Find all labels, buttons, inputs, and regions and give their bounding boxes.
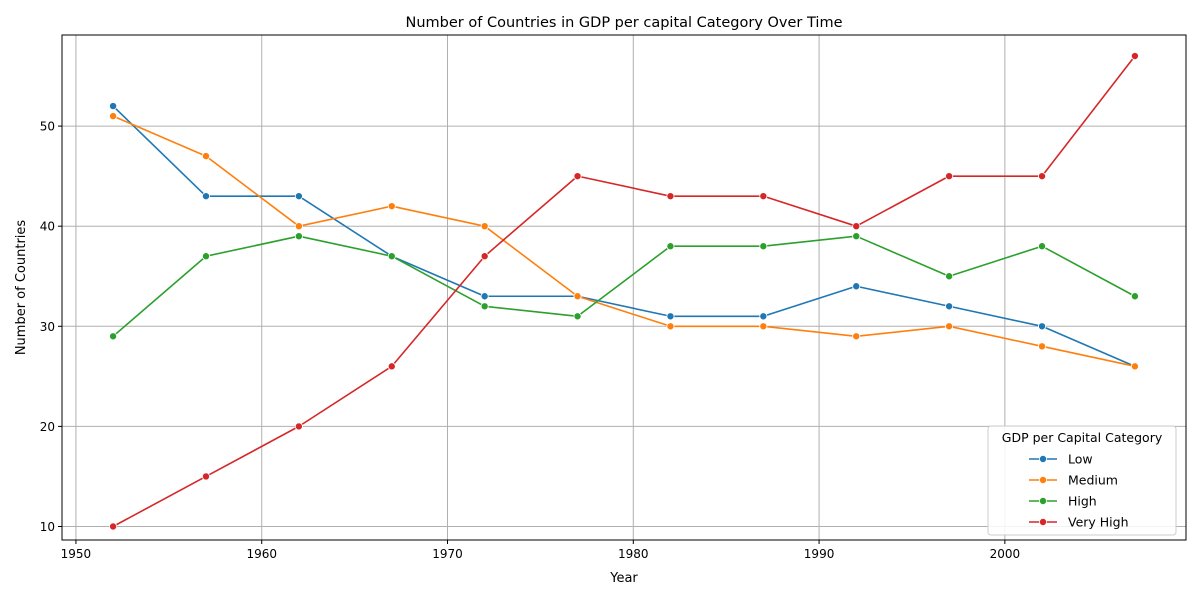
- data-point-very-high: [294, 422, 303, 431]
- data-point-high: [666, 242, 675, 251]
- x-tick-label: 2000: [990, 547, 1021, 561]
- legend-marker: [1039, 518, 1048, 527]
- series-medium: [109, 112, 1139, 371]
- data-point-medium: [573, 292, 582, 301]
- legend-marker: [1039, 496, 1048, 505]
- data-point-medium: [852, 332, 861, 341]
- data-point-low: [109, 102, 118, 111]
- data-point-very-high: [1130, 52, 1139, 61]
- y-tick-label: 10: [40, 520, 55, 534]
- data-point-low: [759, 312, 768, 321]
- data-point-very-high: [852, 222, 861, 231]
- legend-label: High: [1068, 494, 1097, 509]
- data-point-low: [201, 192, 210, 201]
- data-point-low: [666, 312, 675, 321]
- legend-title: GDP per Capital Category: [1002, 430, 1163, 445]
- data-point-medium: [109, 112, 118, 121]
- data-point-low: [480, 292, 489, 301]
- legend-item-very-high: Very High: [1029, 515, 1129, 530]
- chart-title: Number of Countries in GDP per capital C…: [406, 15, 843, 31]
- y-tick-label: 30: [40, 320, 55, 334]
- data-point-very-high: [201, 472, 210, 481]
- legend-label: Medium: [1068, 473, 1118, 488]
- x-tick-label: 1980: [618, 547, 649, 561]
- data-point-very-high: [109, 522, 118, 531]
- legend-box: [987, 425, 1177, 536]
- data-point-very-high: [573, 172, 582, 181]
- data-point-medium: [480, 222, 489, 231]
- data-point-very-high: [1038, 172, 1047, 181]
- data-point-high: [945, 272, 954, 281]
- data-point-very-high: [480, 252, 489, 261]
- legend: GDP per Capital Category Low Medium High Ve…: [987, 425, 1177, 536]
- data-point-medium: [945, 322, 954, 331]
- legend-label: Low: [1068, 452, 1093, 467]
- data-point-high: [480, 302, 489, 311]
- series-very-high: [109, 52, 1139, 531]
- data-point-low: [852, 282, 861, 291]
- series-line-low: [112, 105, 1136, 368]
- data-point-low: [945, 302, 954, 311]
- data-point-high: [201, 252, 210, 261]
- legend-label: Very High: [1068, 515, 1129, 530]
- x-tick-label: 1990: [804, 547, 835, 561]
- data-point-high: [387, 252, 396, 261]
- x-axis-title: Year: [609, 571, 638, 586]
- data-point-medium: [201, 152, 210, 161]
- y-axis-title: Number of Countries: [14, 220, 29, 356]
- data-point-high: [573, 312, 582, 321]
- y-tick-label: 20: [40, 420, 55, 434]
- x-tick-label: 1950: [61, 547, 92, 561]
- y-tick-label: 50: [40, 120, 55, 134]
- data-point-medium: [294, 222, 303, 231]
- data-point-very-high: [945, 172, 954, 181]
- data-point-high: [1038, 242, 1047, 251]
- data-point-very-high: [666, 192, 675, 201]
- legend-item-medium: Medium: [1029, 473, 1118, 488]
- data-point-high: [1130, 292, 1139, 301]
- data-point-high: [759, 242, 768, 251]
- series-layer: [109, 52, 1139, 531]
- series-line-very-high: [112, 55, 1136, 528]
- legend-marker: [1039, 454, 1048, 463]
- data-point-medium: [1038, 342, 1047, 351]
- data-point-low: [294, 192, 303, 201]
- data-point-medium: [387, 202, 396, 211]
- data-point-high: [852, 232, 861, 241]
- data-point-medium: [1130, 362, 1139, 371]
- y-tick-label: 40: [40, 220, 55, 234]
- x-tick-label: 1970: [432, 547, 463, 561]
- data-point-medium: [666, 322, 675, 331]
- series-line-medium: [112, 115, 1136, 368]
- ticks: 1950 1960 1970 1980 1990 2000 10 20 30 40 50: [40, 120, 1020, 561]
- data-point-very-high: [387, 362, 396, 371]
- x-tick-label: 1960: [246, 547, 277, 561]
- legend-marker: [1039, 475, 1048, 484]
- data-point-high: [294, 232, 303, 241]
- data-point-very-high: [759, 192, 768, 201]
- legend-item-high: High: [1029, 494, 1097, 509]
- series-line-high: [112, 235, 1136, 337]
- data-point-low: [1038, 322, 1047, 331]
- data-point-medium: [759, 322, 768, 331]
- legend-item-low: Low: [1029, 452, 1093, 467]
- plot-area-frame: [61, 34, 1187, 541]
- series-high: [109, 232, 1139, 341]
- data-point-high: [109, 332, 118, 341]
